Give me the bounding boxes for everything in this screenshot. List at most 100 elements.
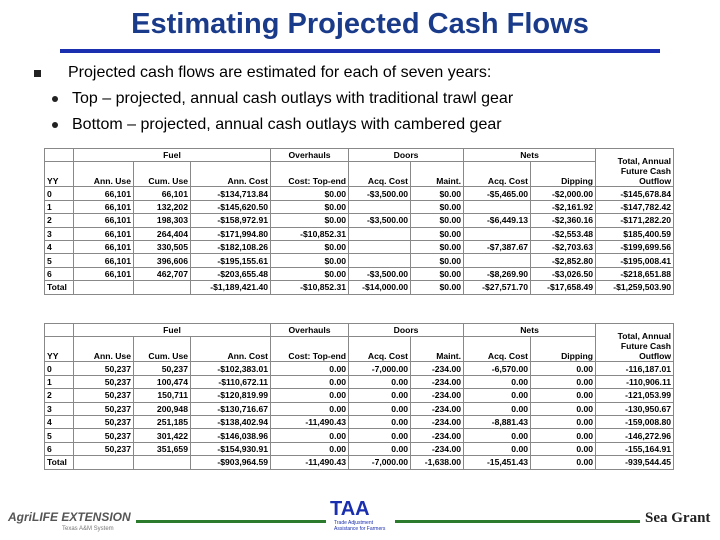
table-row: 6 50,237 351,659 -$154,930.91 0.00 0.00 -234.0…: [44, 441, 675, 457]
table-cell: 0.00: [463, 441, 532, 457]
column-header-row: YY Ann. Use Cum. Use Ann. Cost Cost: Top-end…: [44, 336, 674, 363]
table-cell: 0.00: [530, 401, 597, 416]
table-cell: $0.00: [410, 266, 465, 282]
table-cell: -$145,620.50: [189, 199, 272, 215]
group-header: Total, Annual Future Cash Outflow: [595, 147, 675, 188]
table-cell: -$2,553.48: [530, 226, 597, 241]
table-cell: 462,707: [133, 266, 191, 282]
sub-bullet: Bottom – projected, annual cash outlays …: [52, 116, 502, 134]
table-cell: 4: [44, 414, 74, 430]
table-cell: -116,187.01: [595, 361, 675, 376]
table-cell: -$2,161.92: [530, 199, 597, 215]
group-header: Overhauls: [270, 147, 350, 163]
column-header: Cost: Top-end: [270, 336, 350, 363]
table-cell: [348, 239, 412, 255]
table-cell: [463, 253, 532, 268]
column-header: Cost: Top-end: [270, 161, 350, 188]
table-cell: 1: [44, 199, 74, 215]
table-cell: 6: [44, 441, 74, 457]
table-cell: 3: [44, 226, 74, 241]
table-row: 3 50,237 200,948 -$130,716.67 0.00 0.00 -234.0…: [44, 401, 675, 416]
table-row: 1 66,101 132,202 -$145,620.50 $0.00 $0.00 -$2,…: [44, 199, 675, 215]
table-cell: -$2,852.80: [530, 253, 597, 268]
table-cell: 0.00: [530, 441, 597, 457]
table-cell: 0.00: [530, 414, 597, 430]
table-cell: 66,101: [73, 253, 134, 268]
table-cell: 0.00: [348, 374, 412, 390]
table-cell: [133, 280, 191, 295]
table-cell: -$182,108.26: [189, 239, 272, 255]
table-cell: 6: [44, 266, 74, 282]
table-cell: -$130,716.67: [189, 401, 272, 416]
table-cell: -110,906.11: [595, 374, 675, 390]
table-cell: 0.00: [348, 414, 412, 430]
table-cell: 0.00: [270, 401, 350, 416]
table-cell: -$5,465.00: [463, 186, 532, 201]
table-cell: 66,101: [73, 199, 134, 215]
table-row: 5 66,101 396,606 -$195,155.61 $0.00 $0.00 -$2,…: [44, 253, 675, 268]
column-header: Maint.: [410, 336, 465, 363]
bullet: Projected cash flows are estimated for e…: [34, 64, 491, 82]
header-cell: [44, 322, 74, 338]
table-cell: -$3,500.00: [348, 266, 412, 282]
table-cell: $0.00: [270, 199, 350, 215]
table-cell: 4: [44, 239, 74, 255]
table-cell: 66,101: [73, 213, 134, 228]
table-cell: [73, 455, 134, 470]
column-header: YY: [44, 336, 74, 363]
table-cell: 0.00: [348, 388, 412, 403]
table-cell: -11,490.43: [270, 414, 350, 430]
table-cell: -$1,189,421.40: [189, 280, 272, 295]
table-cell: 0.00: [463, 428, 532, 443]
table-cell: 1: [44, 374, 74, 390]
table-cell: -$171,994.80: [189, 226, 272, 241]
table-cell: -15,451.43: [463, 455, 532, 470]
column-header: Acq. Cost: [348, 336, 412, 363]
table-row: 0 50,237 50,237 -$102,383.01 0.00 -7,000.00 -2…: [44, 361, 675, 376]
column-header: Ann. Cost: [189, 161, 272, 188]
table-cell: 0.00: [270, 374, 350, 390]
table-cell: 0.00: [270, 428, 350, 443]
table-cell: 0.00: [270, 361, 350, 376]
table-cell: 0.00: [530, 428, 597, 443]
table-cell: $0.00: [410, 186, 465, 201]
column-header: Ann. Use: [73, 161, 134, 188]
table-cell: 0.00: [530, 374, 597, 390]
table-cell: -$27,571.70: [463, 280, 532, 295]
column-header: Acq. Cost: [348, 161, 412, 188]
table-cell: [463, 226, 532, 241]
table-cell: -$120,819.99: [189, 388, 272, 403]
table-cell: $0.00: [410, 226, 465, 241]
table-row: 6 66,101 462,707 -$203,655.48 $0.00 -$3,500.0…: [44, 266, 675, 282]
table-cell: -130,950.67: [595, 401, 675, 416]
title-rule: [60, 49, 660, 53]
table-cell: -6,570.00: [463, 361, 532, 376]
group-header: Fuel: [72, 322, 272, 338]
table-cell: [348, 226, 412, 241]
table-cell: -7,000.00: [348, 455, 412, 470]
table-row: 2 50,237 150,711 -$120,819.99 0.00 0.00 -234.0…: [44, 388, 675, 403]
table-cell: 132,202: [133, 199, 191, 215]
table-cell: $0.00: [270, 266, 350, 282]
table-cell: 5: [44, 253, 74, 268]
cash-flow-table: Fuel Overhauls Doors Nets Total, Annual Futu…: [44, 322, 675, 470]
column-header: YY: [44, 161, 74, 188]
table-cell: -$3,500.00: [348, 186, 412, 201]
table-cell: 396,606: [133, 253, 191, 268]
table-cell: 5: [44, 428, 74, 443]
table-cell: -$1,259,503.90: [595, 280, 675, 295]
table-cell: -11,490.43: [270, 455, 350, 470]
table-cell: 0.00: [270, 441, 350, 457]
table-cell: -$2,000.00: [530, 186, 597, 201]
table-cell: $185,400.59: [595, 226, 675, 241]
column-header: Ann. Cost: [189, 336, 272, 363]
bullet-marker: [52, 121, 58, 128]
table-cell: 301,422: [133, 428, 191, 443]
table-cell: 3: [44, 401, 74, 416]
table-cell: [348, 199, 412, 215]
column-header: Acq. Cost: [463, 336, 532, 363]
table-cell: -$102,383.01: [189, 361, 272, 376]
group-header-row: Fuel Overhauls Doors Nets Total, Annual Futu…: [44, 322, 675, 363]
table-cell: $0.00: [270, 213, 350, 228]
